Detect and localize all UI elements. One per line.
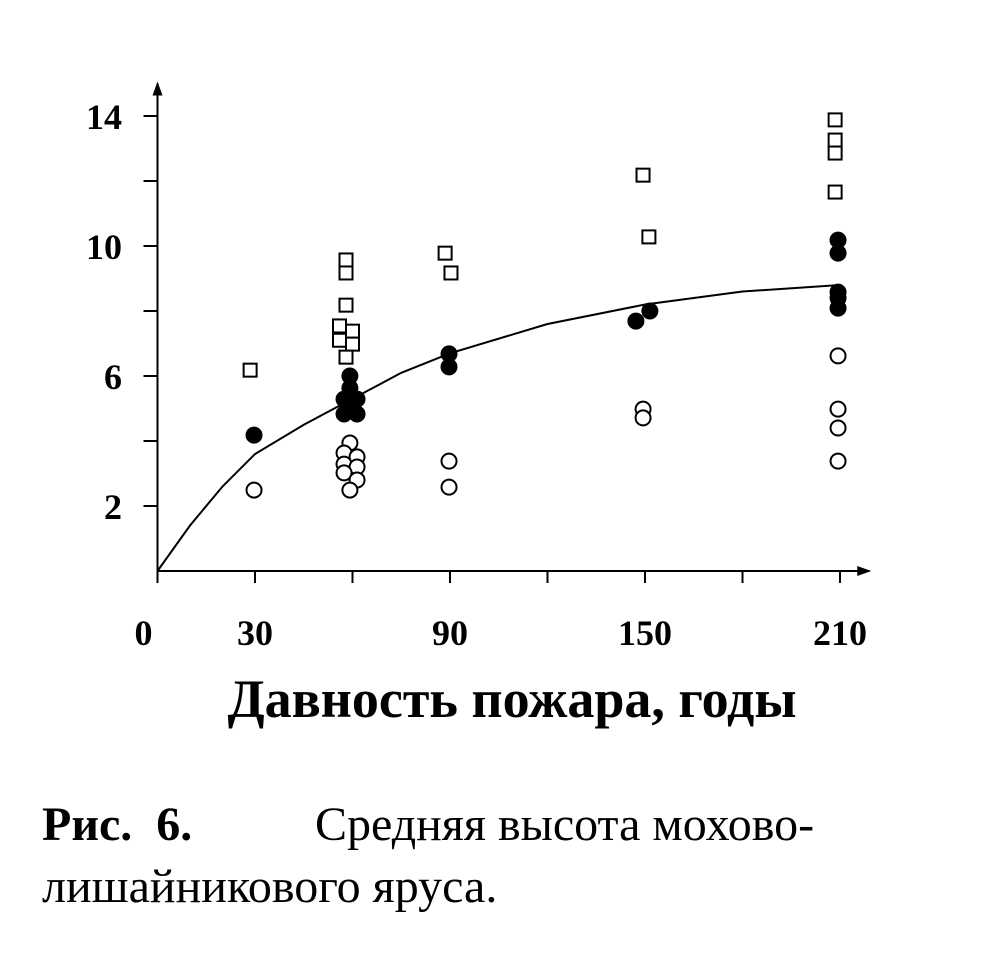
square-point	[345, 323, 360, 339]
square-point	[242, 362, 258, 378]
circle-point	[829, 347, 847, 365]
square-point	[332, 332, 347, 348]
circle-point	[341, 481, 359, 499]
square-point	[641, 229, 657, 245]
circle-point	[829, 400, 847, 418]
square-point	[332, 318, 347, 334]
circle-point	[641, 302, 659, 320]
x-tick-label: 90	[432, 613, 468, 653]
x-tick-label: 210	[813, 613, 867, 653]
circle-point	[245, 426, 263, 444]
square-point	[437, 245, 453, 261]
circle-point	[829, 244, 847, 262]
circle-point	[829, 452, 847, 470]
square-point	[827, 184, 843, 200]
circle-point	[348, 405, 366, 423]
y-tick-label: 2	[104, 487, 122, 527]
square-point	[827, 112, 843, 128]
circle-point	[245, 481, 263, 499]
circle-point	[335, 464, 353, 482]
circle-point	[440, 478, 458, 496]
square-point	[345, 336, 360, 352]
square-point	[827, 132, 843, 148]
square-point	[338, 265, 354, 281]
square-point	[338, 349, 354, 365]
square-point	[338, 297, 354, 313]
circle-point	[440, 452, 458, 470]
caption-label: Рис. 6.	[42, 798, 192, 851]
square-point	[635, 167, 651, 183]
square-point	[338, 252, 354, 268]
circle-point	[829, 299, 847, 317]
square-point	[827, 145, 843, 161]
x-tick-label: 0	[135, 613, 153, 653]
caption-line: Средняя высота мохово-	[315, 798, 814, 851]
y-tick-label: 6	[104, 357, 122, 397]
x-tick-label: 150	[618, 613, 672, 653]
circle-point	[627, 312, 645, 330]
square-point	[443, 265, 459, 281]
fit-curve	[156, 284, 841, 572]
circle-point	[829, 419, 847, 437]
circle-point	[440, 358, 458, 376]
caption-line: лишайникового яруса.	[42, 860, 497, 913]
x-arrow	[857, 566, 872, 576]
y-arrow	[152, 81, 163, 96]
y-tick-label: 14	[86, 97, 122, 137]
circle-point	[634, 409, 652, 427]
y-tick-label: 10	[86, 227, 122, 267]
x-tick-label: 30	[237, 613, 273, 653]
x-axis-label: Давность пожара, годы	[227, 669, 796, 729]
